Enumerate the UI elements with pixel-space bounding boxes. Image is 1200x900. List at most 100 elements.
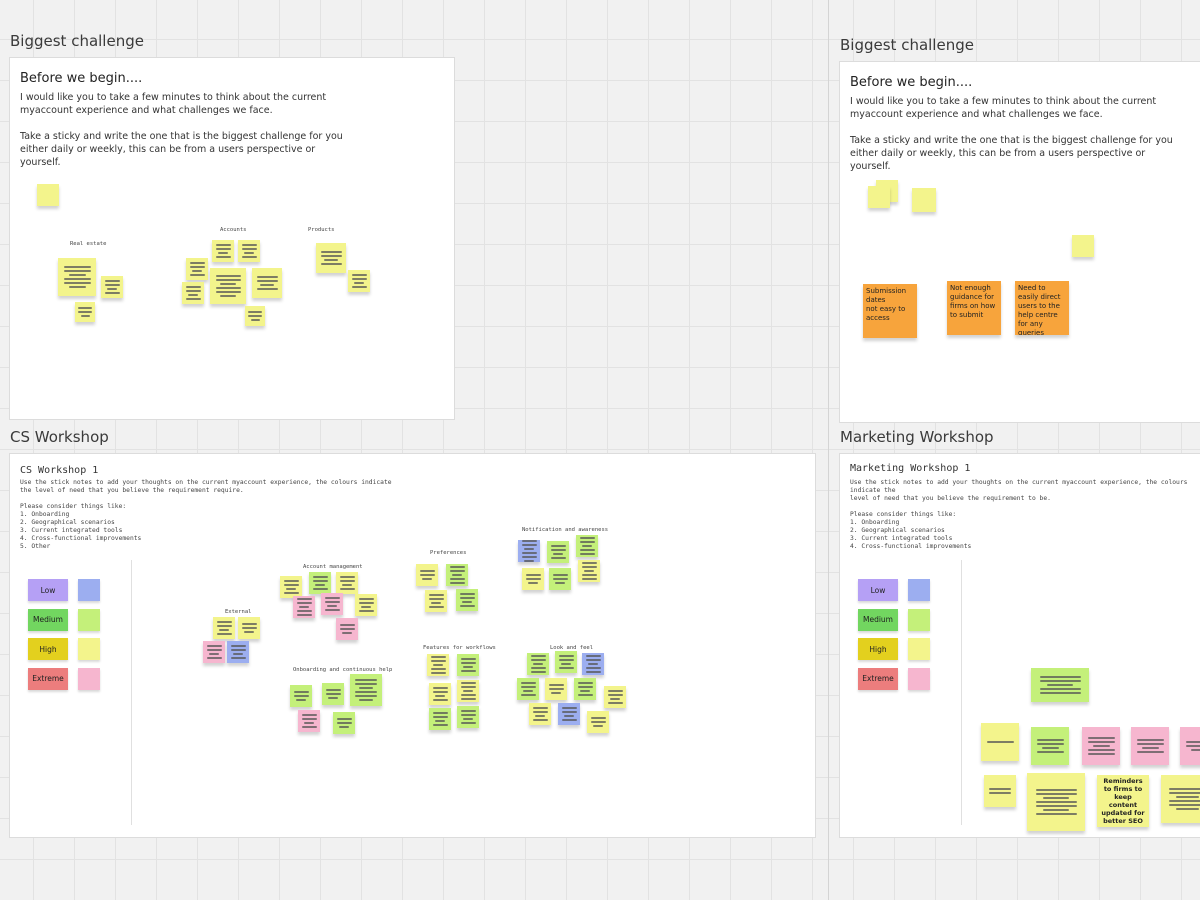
sticky-note[interactable] [290,685,312,707]
sticky-note[interactable] [1180,727,1200,765]
sticky-note[interactable] [576,535,598,557]
sticky-note[interactable] [101,276,123,298]
sticky-note[interactable] [348,270,370,292]
sticky-note[interactable] [186,258,208,280]
legend-sticky-yellow[interactable] [908,638,930,660]
sticky-note[interactable] [981,723,1019,761]
sticky-note[interactable] [527,653,549,675]
sticky-note[interactable] [545,678,567,700]
frame-marketing-workshop[interactable] [839,453,1200,838]
sticky-note[interactable] [1131,727,1169,765]
sticky-note-orange[interactable]: Need to easily direct users to the help … [1015,281,1069,335]
sticky-note[interactable] [280,576,302,598]
sticky-note[interactable] [456,589,478,611]
legend-sticky-blue[interactable] [908,579,930,601]
sticky-note[interactable] [457,706,479,728]
sticky-note[interactable] [333,712,355,734]
sticky-note[interactable] [1031,668,1089,702]
legend-sticky-green[interactable] [78,608,100,631]
sticky-note[interactable] [547,541,569,563]
sticky-text-line [1169,788,1200,790]
sticky-note[interactable] [58,258,96,296]
sticky-note[interactable] [1072,235,1094,257]
sticky-note[interactable] [1027,773,1085,831]
frame-title-cs-workshop[interactable]: CS Workshop [10,428,109,446]
sticky-note[interactable] [321,593,343,615]
sticky-note[interactable] [558,703,580,725]
sticky-note[interactable] [518,540,540,562]
sticky-note[interactable] [578,560,600,582]
sticky-note[interactable] [182,282,204,304]
sticky-note[interactable] [322,683,344,705]
sticky-note[interactable] [868,186,890,208]
sticky-note[interactable] [574,678,596,700]
sticky-note[interactable] [517,678,539,700]
sticky-note[interactable] [587,711,609,733]
sticky-note[interactable] [210,268,246,304]
sticky-text-line [1190,749,1200,751]
frame-title-marketing-workshop[interactable]: Marketing Workshop [840,428,994,446]
sticky-text-line [320,255,342,257]
legend-sticky-green[interactable] [908,608,930,631]
sticky-note[interactable] [427,654,449,676]
sticky-note[interactable] [457,654,479,676]
frame-biggest-challenge-2[interactable] [839,61,1200,423]
sticky-note[interactable] [37,184,59,206]
sticky-note[interactable] [238,617,260,639]
sticky-note[interactable] [522,568,544,590]
sticky-note[interactable] [1082,727,1120,765]
sticky-note[interactable] [245,306,265,326]
sticky-note[interactable] [429,683,451,705]
sticky-note-seo[interactable]: Reminders to firms to keep content updat… [1097,775,1149,827]
sticky-note[interactable] [549,568,571,590]
sticky-note[interactable] [429,708,451,730]
sticky-note-orange[interactable]: Submission dates not easy to access [863,284,917,338]
sticky-text-line [63,278,91,280]
sticky-note[interactable] [309,572,331,594]
sticky-note[interactable] [984,775,1016,807]
sticky-note[interactable] [252,268,282,298]
legend-sticky-pink[interactable] [78,667,100,690]
sticky-note[interactable] [212,240,234,262]
sticky-text-line [324,259,338,261]
sticky-note[interactable] [227,641,249,663]
legend-sticky-pink[interactable] [908,667,930,690]
sticky-text-line [989,788,1011,790]
sticky-text-line [233,653,243,655]
sticky-note[interactable] [203,641,225,663]
sticky-note[interactable] [529,703,551,725]
cluster-label: External [225,609,252,615]
sticky-note[interactable] [457,680,479,702]
legend-sticky-yellow[interactable] [78,638,100,660]
sticky-note[interactable] [316,243,346,273]
sticky-note[interactable] [238,240,260,262]
sticky-note[interactable] [336,572,358,594]
sticky-note[interactable] [604,686,626,708]
sticky-text-line [327,605,337,607]
sticky-note[interactable] [213,617,235,639]
sticky-note[interactable] [336,618,358,640]
frame-cs-workshop[interactable] [9,453,816,838]
legend-sticky-blue[interactable] [78,579,100,601]
frame-title-biggest-challenge[interactable]: Biggest challenge [10,32,144,50]
sticky-note[interactable] [912,188,936,212]
sticky-note[interactable] [425,590,447,612]
sticky-note[interactable] [298,710,320,732]
sticky-text-line [189,266,205,268]
sticky-note[interactable] [582,653,604,675]
sticky-note[interactable] [293,596,315,618]
sticky-note[interactable] [355,594,377,616]
sticky-note[interactable] [446,564,468,586]
sticky-text-line [328,697,338,699]
sticky-text-line [1035,793,1077,795]
frame-title-biggest-challenge-2[interactable]: Biggest challenge [840,36,974,54]
sticky-note-orange[interactable]: Not enough guidance for firms on how to … [947,281,1001,335]
sticky-note[interactable] [1161,775,1200,823]
sticky-note[interactable] [350,674,382,706]
sticky-note[interactable] [75,302,95,322]
sticky-note[interactable] [416,564,438,586]
sticky-note[interactable] [555,651,577,673]
sticky-text-line [301,714,317,716]
sticky-note[interactable] [1031,727,1069,765]
frame-biggest-challenge[interactable] [9,57,455,420]
